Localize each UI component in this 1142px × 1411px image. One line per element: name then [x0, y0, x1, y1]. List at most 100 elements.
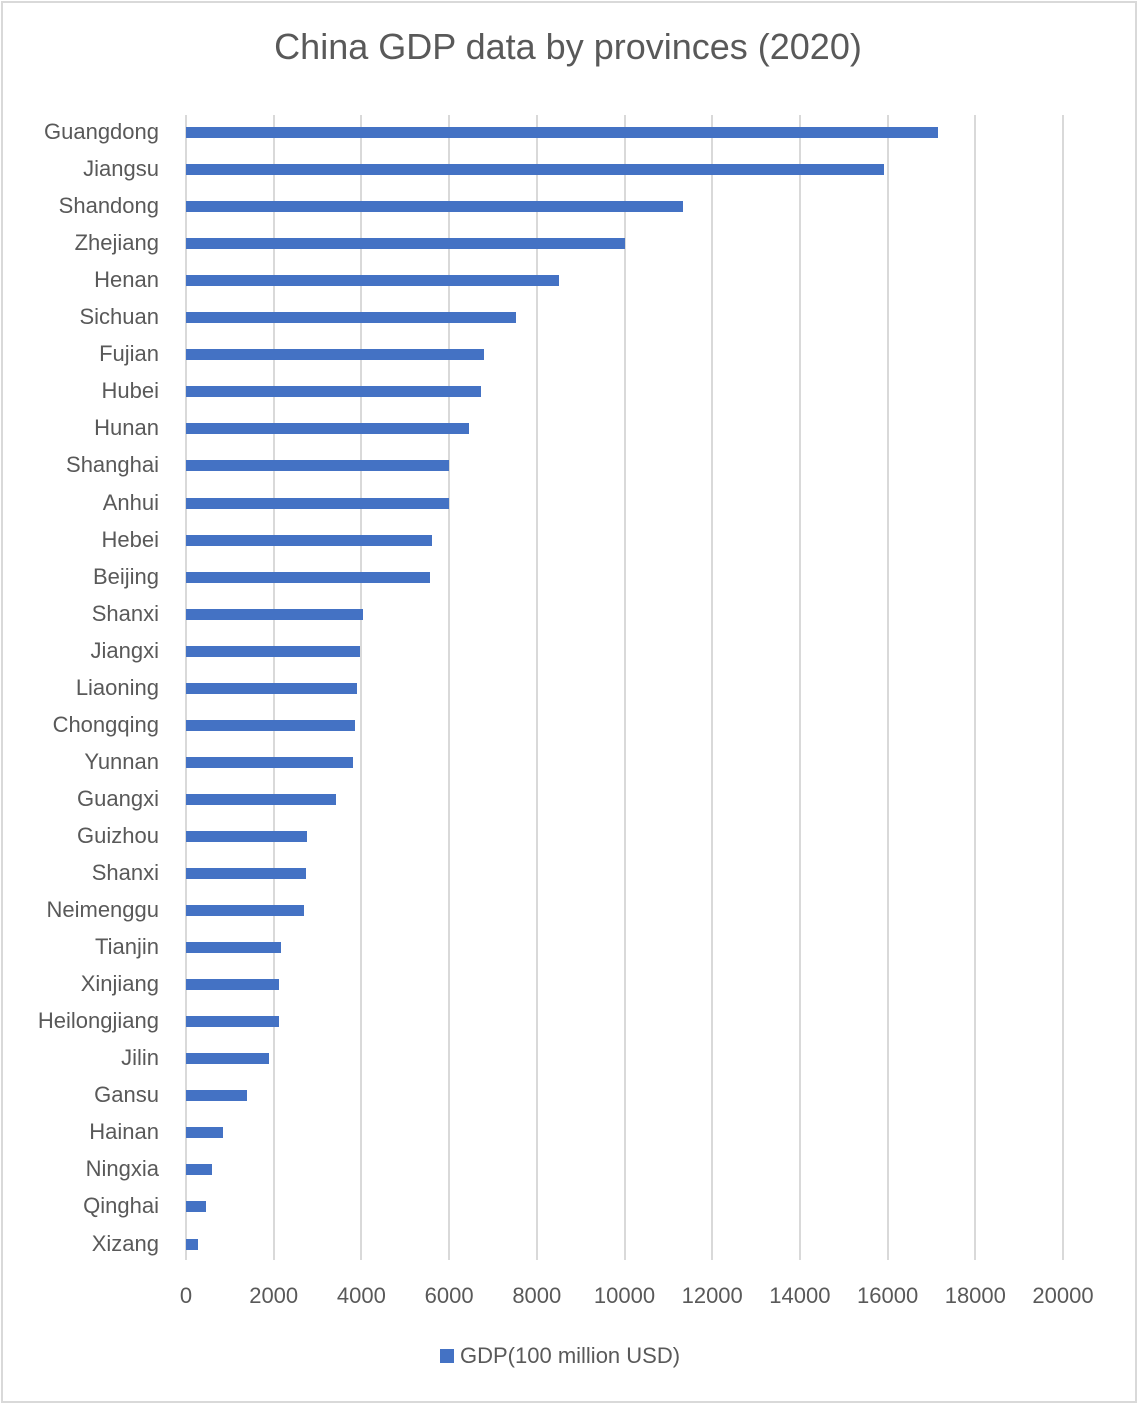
bar-row: Shanghai [0, 447, 1142, 484]
bar[interactable] [186, 1164, 213, 1176]
bar[interactable] [186, 719, 356, 731]
bar-row: Hubei [0, 373, 1142, 410]
category-label: Anhui [102, 489, 159, 515]
bar[interactable] [186, 868, 307, 879]
bar-row: Henan [0, 262, 1142, 299]
category-label: Jiangxi [90, 637, 159, 663]
category-label: Guangxi [77, 785, 159, 811]
bar-row: Guangdong [0, 114, 1142, 151]
bar[interactable] [186, 979, 280, 991]
bar-row: Jiangsu [0, 151, 1142, 188]
bar[interactable] [186, 1238, 199, 1250]
category-label: Tianjin [95, 934, 159, 960]
bar-row: Xizang [0, 1226, 1142, 1263]
bar-row: Zhejiang [0, 225, 1142, 262]
gridline [623, 115, 626, 1260]
category-label: Shanxi [91, 860, 159, 885]
bar[interactable] [186, 942, 282, 954]
bar[interactable] [186, 312, 516, 324]
bar[interactable] [186, 497, 449, 509]
bar[interactable] [186, 1127, 224, 1139]
bar-row: Chongqing [0, 707, 1142, 744]
category-label: Zhejiang [74, 230, 159, 256]
category-label: Shanxi [91, 600, 159, 626]
bar[interactable] [186, 645, 361, 657]
bar[interactable] [186, 127, 939, 138]
category-label: Jiangsu [83, 156, 159, 182]
category-label: Beijing [92, 563, 159, 589]
x-tick-label: 12000 [681, 1283, 743, 1308]
bar[interactable] [186, 1016, 279, 1028]
x-tick-label: 0 [179, 1283, 193, 1308]
gridline [798, 115, 801, 1260]
category-label: Hubei [101, 378, 159, 404]
category-label: Yunnan [84, 748, 159, 774]
bar-row: Neimenggu [0, 892, 1142, 929]
x-tick-label: 6000 [424, 1283, 474, 1308]
bar[interactable] [186, 571, 431, 583]
bar-row: Ningxia [0, 1151, 1142, 1188]
bar[interactable] [186, 460, 449, 472]
bar-row: Hunan [0, 410, 1142, 447]
category-label: Ningxia [85, 1156, 159, 1182]
bar[interactable] [186, 275, 560, 287]
bar-row: Qinghai [0, 1188, 1142, 1225]
bar-row: Fujian [0, 336, 1142, 373]
bar-row: Guizhou [0, 818, 1142, 855]
category-label: Hainan [89, 1119, 159, 1145]
legend: GDP(100 million USD) [440, 1343, 680, 1369]
gridline [974, 115, 977, 1260]
category-label: Chongqing [52, 711, 159, 737]
gridline [448, 115, 451, 1260]
bar[interactable] [186, 164, 884, 176]
category-label: Fujian [99, 341, 159, 367]
bar[interactable] [186, 201, 683, 213]
bar-row: Shandong [0, 188, 1142, 225]
bar[interactable] [186, 386, 481, 398]
category-label: Hunan [94, 415, 159, 441]
gridline [360, 115, 363, 1260]
bar-row: Sichuan [0, 299, 1142, 336]
bar-row: Beijing [0, 559, 1142, 596]
x-tick-label: 10000 [593, 1283, 656, 1308]
category-label: Xizang [91, 1230, 159, 1256]
bar[interactable] [186, 756, 353, 768]
category-label: Gansu [94, 1082, 159, 1108]
bar[interactable] [186, 905, 304, 917]
bar[interactable] [186, 793, 336, 805]
bar[interactable] [186, 1201, 206, 1213]
category-label: Guangdong [44, 119, 159, 144]
bar-row: Shanxi [0, 596, 1142, 633]
bar-row: Tianjin [0, 929, 1142, 966]
x-tick-label: 4000 [336, 1283, 386, 1308]
bar-row: Jilin [0, 1040, 1142, 1077]
gridline [1062, 115, 1064, 1260]
bar-row: Hainan [0, 1114, 1142, 1151]
bar-row: Heilongjiang [0, 1003, 1142, 1040]
x-tick-label: 2000 [249, 1283, 299, 1308]
chart-title: China GDP data by provinces (2020) [274, 26, 862, 67]
bar[interactable] [186, 608, 364, 620]
bar[interactable] [186, 1090, 248, 1102]
category-label: Guizhou [77, 822, 159, 848]
bar[interactable] [186, 682, 357, 694]
category-label: Sichuan [79, 304, 159, 330]
legend-swatch-icon [440, 1349, 454, 1363]
category-label: Neimenggu [46, 897, 159, 923]
bar[interactable] [186, 238, 625, 250]
bar[interactable] [186, 349, 485, 361]
bar[interactable] [186, 534, 432, 546]
bar[interactable] [186, 830, 307, 842]
x-tick-label: 16000 [857, 1283, 919, 1308]
legend-label: GDP(100 million USD) [460, 1343, 681, 1368]
x-tick-label: 14000 [769, 1283, 831, 1308]
category-label: Henan [94, 267, 159, 293]
bar[interactable] [186, 1053, 270, 1065]
bar-row: Anhui [0, 485, 1142, 522]
gridline [886, 115, 889, 1260]
gridline [711, 115, 714, 1260]
x-tick-label: 18000 [944, 1283, 1006, 1308]
bar-row: Yunnan [0, 744, 1142, 781]
bar[interactable] [186, 423, 469, 435]
bar-row: Guangxi [0, 781, 1142, 818]
